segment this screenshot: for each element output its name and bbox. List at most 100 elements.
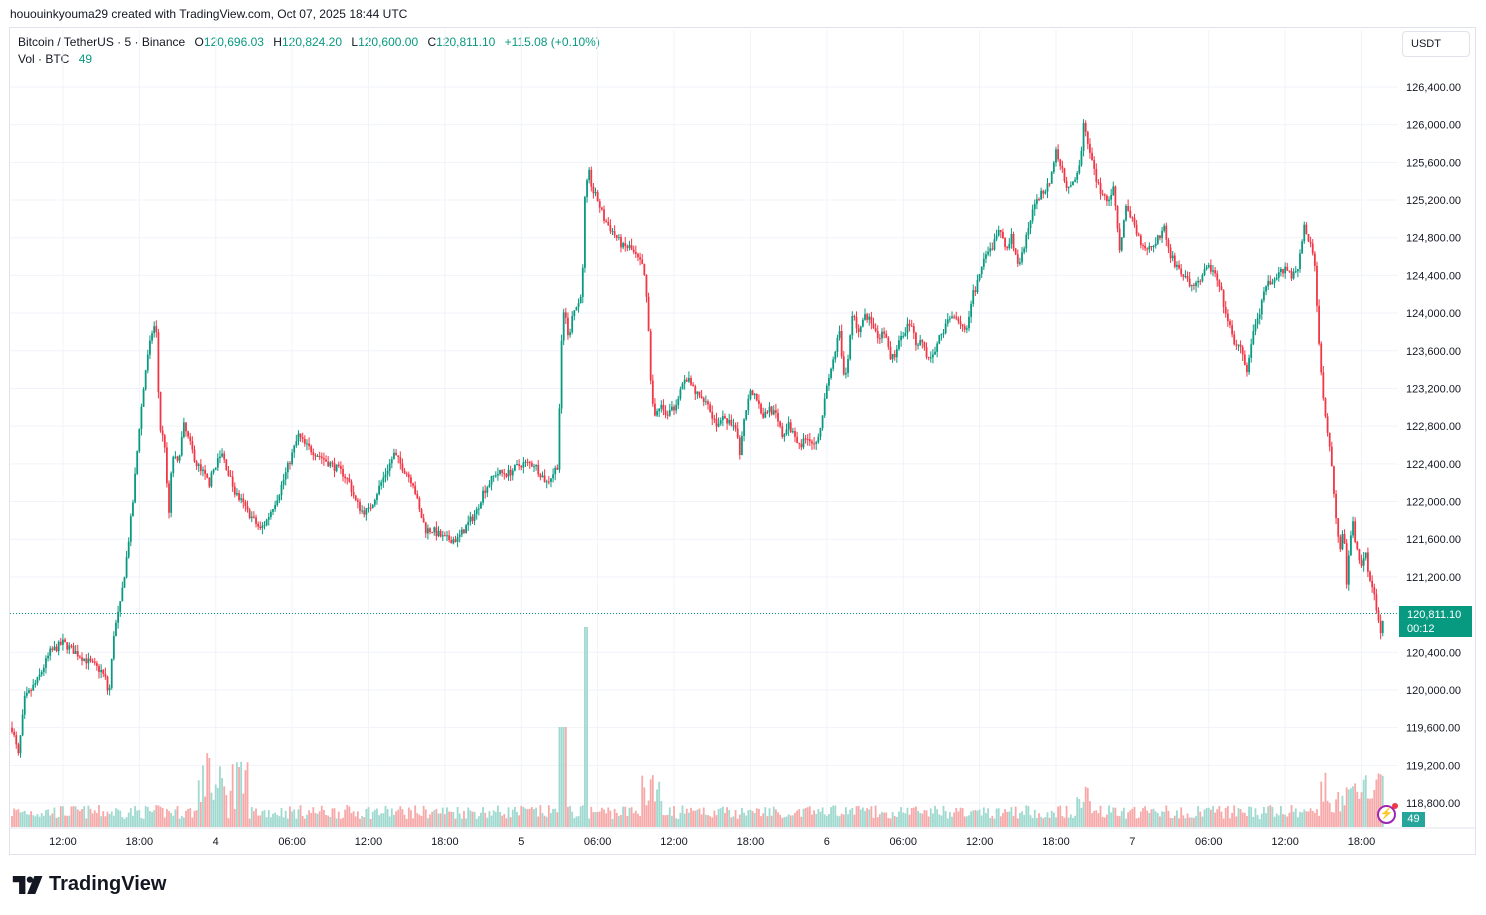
volume-bar	[1248, 806, 1250, 827]
candle-body	[278, 495, 281, 501]
candle-body	[1231, 325, 1234, 335]
candle-body	[1243, 354, 1246, 365]
candle-body	[66, 642, 69, 650]
candle-body	[1201, 275, 1204, 282]
candle-body	[819, 428, 822, 437]
candle-body	[297, 433, 300, 442]
candle-body	[494, 475, 497, 477]
volume-bar	[410, 810, 412, 827]
candle-body	[1362, 558, 1365, 566]
candle-body	[1296, 269, 1299, 272]
volume-bar	[269, 817, 272, 827]
candle-body	[925, 347, 928, 358]
volume-bar	[229, 790, 232, 827]
tradingview-logo[interactable]: TradingView	[12, 873, 166, 896]
volume-bar	[276, 814, 279, 827]
candle-body	[229, 475, 232, 477]
candle-body	[774, 410, 777, 413]
volume-bar	[1364, 775, 1367, 827]
notification-dot-icon	[1392, 803, 1398, 809]
candle-body	[1133, 217, 1136, 225]
candle-body	[246, 506, 249, 510]
candle-body	[772, 410, 775, 415]
volume-bar	[1023, 814, 1026, 827]
candle-body	[1061, 166, 1064, 169]
volume-bar	[910, 808, 913, 827]
x-tick-label: 12:00	[49, 836, 77, 848]
candle-body	[1118, 228, 1121, 251]
volume-bar	[596, 812, 599, 827]
volume-bar	[753, 813, 756, 827]
candle-body	[144, 370, 147, 390]
candle-body	[713, 418, 716, 420]
volume-bar	[953, 812, 956, 827]
lightning-icon[interactable]: ⚡	[1377, 805, 1396, 824]
volume-bar	[240, 761, 243, 827]
candle-body	[1103, 194, 1106, 196]
candle-body	[1035, 199, 1038, 204]
candle-body	[441, 535, 444, 537]
candle-body	[1222, 290, 1225, 307]
candle-body	[121, 587, 124, 602]
candle-body	[1099, 182, 1102, 194]
candle-body	[1309, 241, 1312, 244]
volume-bar	[785, 816, 788, 827]
volume-bar	[467, 807, 470, 827]
candle-body	[490, 475, 493, 485]
volume-bar	[388, 816, 391, 827]
candle-body	[1307, 234, 1310, 242]
candle-body	[1074, 179, 1076, 182]
volume-bar	[662, 815, 665, 827]
candle-body	[1305, 224, 1308, 235]
volume-bar	[1267, 806, 1270, 827]
candle-body	[452, 539, 455, 544]
candle-body	[497, 473, 499, 476]
volume-bar	[1209, 809, 1212, 827]
volume-bar	[15, 810, 18, 827]
volume-bar	[333, 808, 336, 827]
volume-label[interactable]: Vol · BTC	[18, 52, 70, 66]
volume-bar	[919, 812, 922, 827]
candle-body	[758, 400, 760, 404]
candle-body	[1369, 571, 1371, 581]
candle-body	[715, 418, 718, 427]
candle-body	[342, 468, 344, 477]
candle-body	[679, 389, 682, 399]
volume-legend: Vol · BTC 49	[18, 52, 92, 66]
currency-button[interactable]: USDT	[1402, 31, 1470, 57]
volume-bar	[187, 808, 190, 827]
volume-bar	[724, 813, 726, 827]
volume-bar	[1288, 812, 1291, 827]
volume-bar	[864, 810, 866, 827]
candle-body	[798, 442, 801, 444]
volume-bar	[278, 816, 281, 827]
candle-body	[550, 478, 552, 482]
volume-bar	[630, 807, 633, 827]
volume-bar	[172, 815, 175, 827]
candle-body	[620, 236, 622, 248]
volume-bar	[637, 813, 639, 827]
candle-body	[815, 442, 818, 444]
candle-body	[176, 456, 179, 461]
candle-body	[878, 338, 881, 340]
candle-body	[1150, 246, 1153, 248]
volume-bar	[486, 817, 489, 827]
candle-body	[596, 192, 599, 202]
x-tick-label: 18:00	[126, 836, 154, 848]
symbol-label[interactable]: Bitcoin / TetherUS · 5 · Binance	[18, 35, 186, 49]
volume-bar	[1243, 812, 1246, 827]
candle-body	[1284, 266, 1287, 274]
candle-body	[255, 517, 257, 524]
y-tick-label: 119,600.00	[1406, 723, 1460, 735]
volume-bar	[550, 813, 552, 827]
candle-body	[681, 383, 684, 390]
candle-body	[454, 539, 457, 542]
candle-body	[543, 475, 546, 482]
volume-bar	[668, 807, 671, 827]
candle-body	[974, 290, 977, 293]
candle-body	[1137, 234, 1140, 236]
candle-body	[796, 436, 799, 443]
volume-bar	[176, 806, 179, 827]
volume-bar	[936, 809, 939, 827]
